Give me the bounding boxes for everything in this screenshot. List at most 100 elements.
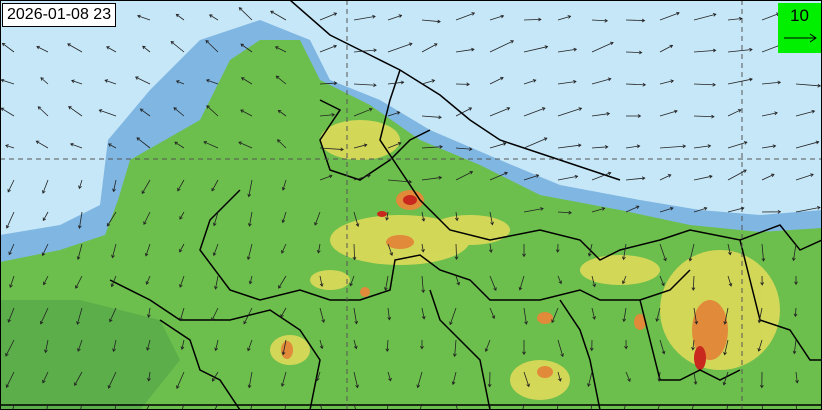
wind-arrow [795, 371, 799, 384]
wind-arrow [5, 144, 15, 149]
wind-arrow [419, 403, 423, 410]
wind-arrow [179, 211, 185, 220]
wind-arrow [111, 243, 117, 259]
wind-arrow [141, 179, 151, 195]
wind-arrow [68, 106, 83, 117]
wind-arrow [523, 174, 540, 181]
wind-arrow [211, 307, 219, 322]
wind-arrow [9, 275, 15, 288]
wind-arrow [174, 141, 185, 149]
wind-scale-arrow-icon [784, 33, 817, 43]
wind-arrow [455, 82, 470, 87]
wind-arrow [275, 75, 287, 85]
wind-arrow [455, 275, 461, 286]
wind-arrow [77, 211, 83, 229]
wind-arrow [591, 112, 611, 117]
wind-arrow [488, 243, 493, 253]
wind-arrow [147, 371, 151, 382]
wind-arrow [557, 143, 582, 149]
wind-arrow [518, 275, 525, 291]
wind-arrow [587, 243, 593, 257]
wind-arrow [489, 14, 505, 21]
wind-arrow [622, 307, 627, 323]
wind-arrow [142, 45, 151, 53]
wind-arrow [281, 179, 287, 191]
wind-arrow [104, 79, 117, 85]
wind-arrow [12, 403, 15, 410]
wind-arrow [727, 169, 747, 181]
wind-arrow [240, 43, 253, 53]
wind-arrow [212, 243, 219, 257]
wind-arrow [693, 206, 708, 213]
wind-arrow [727, 243, 732, 256]
wind-arrow [455, 403, 458, 410]
wind-arrow [522, 403, 525, 410]
wind-arrow [246, 243, 253, 261]
wind-arrow [727, 141, 748, 149]
wind-arrow [657, 371, 662, 382]
wind-arrow [40, 77, 49, 85]
wind-arrow [489, 76, 504, 85]
wind-arrow [489, 171, 508, 181]
wind-arrow [625, 50, 643, 55]
wind-arrow [659, 339, 666, 355]
wind-arrow [591, 145, 609, 149]
wind-arrow [37, 106, 49, 117]
wind-arrow [5, 371, 15, 389]
wind-arrow [555, 403, 559, 410]
wind-arrow [489, 275, 497, 292]
wind-arrow [179, 243, 185, 253]
wind-arrow [145, 403, 151, 410]
wind-arrow [455, 47, 475, 53]
wind-arrow [761, 80, 782, 85]
wind-arrow [387, 111, 401, 117]
wind-arrow [624, 339, 628, 350]
wind-arrow [761, 173, 775, 181]
wind-arrow [319, 174, 333, 181]
wind-arrow [175, 80, 185, 85]
wind-arrow [248, 275, 253, 285]
wind-arrow [557, 79, 577, 85]
wind-arrow [176, 371, 185, 389]
wind-arrow [727, 47, 753, 53]
wind-arrow [41, 243, 49, 257]
wind-arrow [693, 144, 712, 149]
wind-arrow [723, 339, 729, 356]
wind-arrow [319, 112, 336, 117]
wind-arrow [247, 179, 253, 198]
wind-arrow [557, 275, 562, 285]
wind-arrow [523, 107, 546, 117]
wind-arrow [557, 210, 572, 215]
wind-arrow [181, 403, 185, 410]
wind-arrow [455, 12, 476, 21]
wind-arrow [489, 142, 507, 149]
wind-arrow [484, 339, 491, 352]
wind-arrow [180, 339, 185, 351]
wind-arrow [659, 174, 672, 181]
wind-arrow [795, 109, 816, 117]
wind-arrow [238, 141, 253, 149]
wind-arrow [387, 14, 403, 21]
wind-arrow [319, 81, 338, 86]
wind-arrow [487, 371, 492, 388]
wind-arrow [319, 307, 326, 323]
wind-arrow [39, 307, 49, 325]
wind-arrow [281, 211, 287, 224]
wind-arrow [281, 339, 287, 356]
wind-arrow [557, 339, 564, 358]
wind-arrow [170, 41, 185, 53]
wind-arrow [314, 211, 321, 226]
wind-arrow [8, 243, 15, 256]
wind-arrow [421, 115, 442, 120]
wind-arrow [693, 371, 698, 385]
wind-scale-value: 10 [790, 6, 809, 25]
wind-arrow [589, 339, 594, 352]
wind-arrow [212, 403, 219, 410]
wind-arrow [112, 339, 117, 353]
wind-arrow [421, 79, 436, 85]
wind-arrow [722, 371, 729, 386]
wind-arrow [727, 275, 733, 287]
